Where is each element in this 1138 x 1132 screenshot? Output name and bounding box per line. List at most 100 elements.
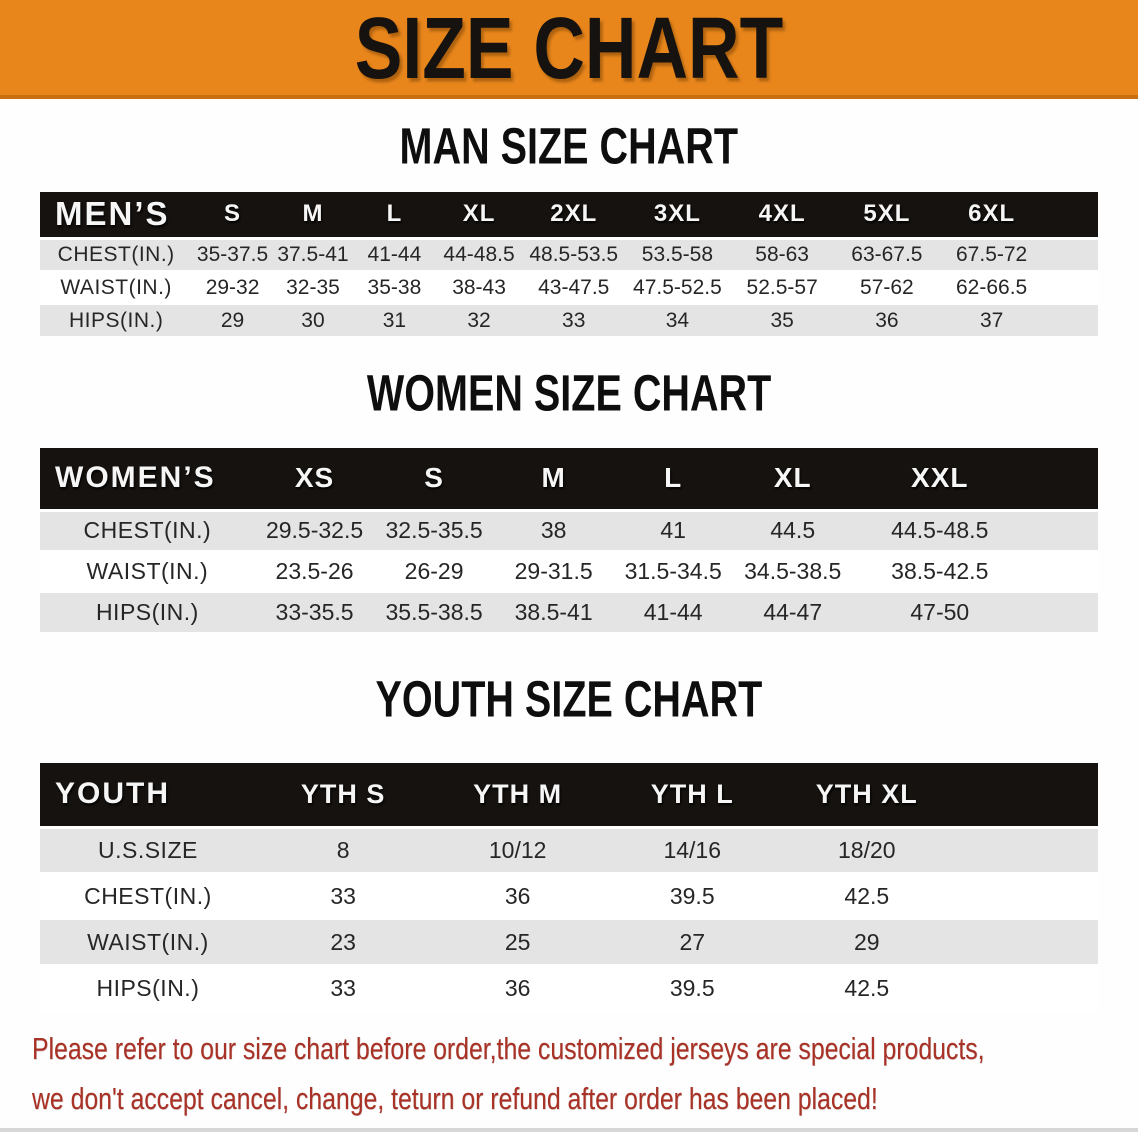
size-value: 29: [192, 304, 273, 338]
size-value: 10/12: [430, 827, 605, 874]
row-label: WAIST(IN.): [40, 551, 255, 593]
size-value: 31: [353, 304, 436, 338]
size-value: 67.5-72: [939, 238, 1044, 272]
header-row: YOUTH YTH S YTH M YTH L YTH XL: [40, 763, 1098, 829]
column-header: 5XL: [834, 192, 940, 240]
column-header: 4XL: [729, 192, 835, 240]
size-value: 27: [604, 919, 780, 966]
size-value: 44-47: [732, 592, 853, 634]
table-title: MEN’S: [40, 192, 193, 240]
column-header: XL: [732, 448, 853, 512]
size-value: 35-38: [353, 271, 436, 305]
spacer-cell: [954, 919, 1098, 966]
size-value: 53.5-58: [625, 238, 730, 272]
youth-section-heading: YOUTH SIZE CHART: [0, 634, 1138, 763]
size-value: 39.5: [604, 965, 780, 1012]
size-value: 42.5: [779, 965, 955, 1012]
page-title: SIZE CHART: [354, 0, 784, 97]
size-value: 23: [255, 919, 431, 966]
youth-size-table: YOUTH YTH S YTH M YTH L YTH XL U.S.SIZE 8 10/12…: [40, 763, 1098, 1012]
column-header: XXL: [852, 448, 1028, 512]
table-row: HIPS(IN.) 33-35.5 35.5-38.5 38.5-41 41-44 44-…: [40, 592, 1098, 634]
size-value: 47.5-52.5: [625, 271, 730, 305]
men-section-heading: MAN SIZE CHART: [0, 99, 1138, 192]
size-value: 62-66.5: [939, 271, 1044, 305]
column-header: 3XL: [625, 192, 730, 240]
size-value: 29.5-32.5: [254, 510, 375, 552]
size-value: 42.5: [779, 873, 955, 920]
size-value: 32: [435, 304, 523, 338]
size-value: 47-50: [852, 592, 1028, 634]
size-value: 34: [625, 304, 730, 338]
size-value: 44-48.5: [435, 238, 523, 272]
size-value: 48.5-53.5: [522, 238, 626, 272]
column-header: 2XL: [522, 192, 626, 240]
column-header: YTH M: [430, 763, 605, 829]
size-value: 41-44: [353, 238, 436, 272]
size-value: 33-35.5: [254, 592, 375, 634]
size-value: 36: [834, 304, 940, 338]
size-value: 26-29: [374, 551, 494, 593]
table-row: CHEST(IN.) 35-37.5 37.5-41 41-44 44-48.5 48.5…: [40, 238, 1098, 272]
column-header: XS: [254, 448, 375, 512]
table-title: YOUTH: [40, 763, 256, 829]
row-label: WAIST(IN.): [40, 919, 256, 966]
size-value: 44.5-48.5: [852, 510, 1028, 552]
spacer-cell: [1043, 271, 1098, 305]
women-size-table: WOMEN’S XS S M L XL XXL CHEST(IN.) 29.5-32.5 32.5…: [40, 448, 1098, 634]
banner: SIZE CHART: [0, 0, 1138, 99]
spacer-cell: [954, 827, 1098, 874]
size-value: 41: [613, 510, 733, 552]
spacer-cell: [954, 965, 1098, 1012]
disclaimer-line-2: we don't accept cancel, change, teturn o…: [32, 1081, 878, 1116]
column-header: S: [374, 448, 494, 512]
header-row: WOMEN’S XS S M L XL XXL: [40, 448, 1098, 512]
table-title: WOMEN’S: [40, 448, 255, 512]
table-row: WAIST(IN.) 23 25 27 29: [40, 919, 1098, 966]
row-label: HIPS(IN.): [40, 965, 256, 1012]
spacer-cell: [1043, 304, 1098, 338]
spacer-cell: [1043, 192, 1098, 240]
table-row: WAIST(IN.) 23.5-26 26-29 29-31.5 31.5-34.5 34…: [40, 551, 1098, 593]
disclaimer-line-1: Please refer to our size chart before or…: [32, 1031, 985, 1066]
column-header: 6XL: [939, 192, 1044, 240]
size-value: 8: [255, 827, 431, 874]
size-value: 38: [493, 510, 614, 552]
size-value: 38-43: [435, 271, 523, 305]
row-label: WAIST(IN.): [40, 271, 193, 305]
size-value: 39.5: [604, 873, 780, 920]
size-value: 33: [255, 873, 431, 920]
size-value: 37: [939, 304, 1044, 338]
spacer-cell: [1027, 592, 1098, 634]
spacer-cell: [1027, 551, 1098, 593]
size-value: 37.5-41: [272, 238, 354, 272]
row-label: CHEST(IN.): [40, 873, 256, 920]
size-value: 38.5-41: [493, 592, 614, 634]
size-value: 32.5-35.5: [374, 510, 494, 552]
table-row: HIPS(IN.) 29 30 31 32 33 34 35 36 37: [40, 304, 1098, 338]
column-header: YTH L: [604, 763, 780, 829]
size-value: 18/20: [779, 827, 955, 874]
table-row: U.S.SIZE 8 10/12 14/16 18/20: [40, 827, 1098, 874]
size-value: 52.5-57: [729, 271, 835, 305]
spacer-cell: [954, 873, 1098, 920]
size-value: 35.5-38.5: [374, 592, 494, 634]
bottom-edge-divider: [0, 1128, 1138, 1132]
men-size-table: MEN’S S M L XL 2XL 3XL 4XL 5XL 6XL CHEST(IN.) 35-37…: [40, 192, 1098, 338]
size-value: 34.5-38.5: [732, 551, 853, 593]
women-section-heading: WOMEN SIZE CHART: [0, 338, 1138, 448]
size-value: 63-67.5: [834, 238, 940, 272]
spacer-cell: [954, 763, 1098, 829]
size-value: 36: [430, 965, 605, 1012]
size-value: 35: [729, 304, 835, 338]
column-header: L: [613, 448, 733, 512]
size-value: 29: [779, 919, 955, 966]
size-value: 31.5-34.5: [613, 551, 733, 593]
size-table: WOMEN’S XS S M L XL XXL CHEST(IN.) 29.5-32.5 32.5…: [40, 448, 1098, 634]
row-label: HIPS(IN.): [40, 592, 255, 634]
men-heading-text: MAN SIZE CHART: [399, 116, 739, 175]
table-row: CHEST(IN.) 29.5-32.5 32.5-35.5 38 41 44.5 44.5…: [40, 510, 1098, 552]
column-header: XL: [435, 192, 523, 240]
size-value: 14/16: [604, 827, 780, 874]
